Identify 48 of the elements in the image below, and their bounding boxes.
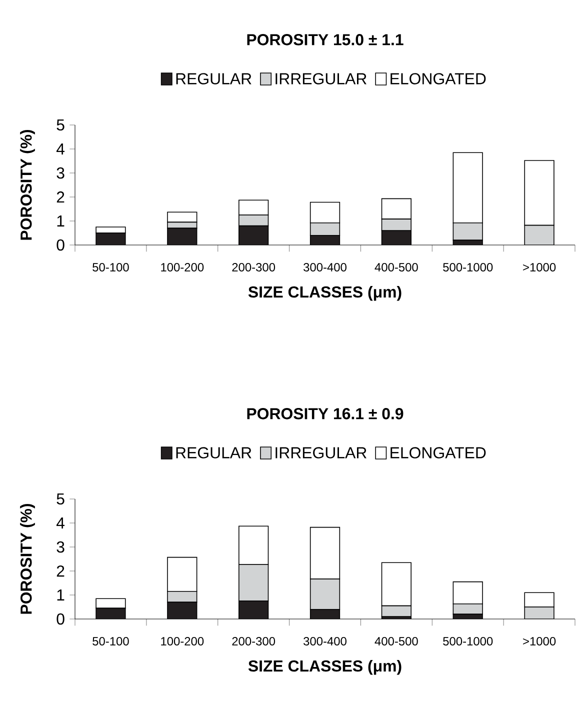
y-tick-label: 3 (56, 167, 64, 179)
x-tick-label: 50-100 (92, 263, 129, 272)
legend-label: IRREGULAR (276, 73, 366, 84)
y-tick-label: 1 (57, 590, 64, 600)
x-tick-label: >1000 (523, 263, 556, 272)
x-tick-label: 50-100 (92, 637, 129, 646)
y-tick-label: 0 (56, 613, 64, 625)
bar (238, 600, 269, 619)
bar (238, 214, 269, 226)
legend-label: ELONGATED (390, 73, 486, 84)
y-tick-label: 2 (56, 191, 64, 203)
y-tick-label: 4 (56, 144, 65, 154)
chart-title: POROSITY 15.0 ± 1.1 (247, 34, 404, 46)
y-axis-title: POROSITY (%) (20, 130, 35, 240)
y-tick-label: 0 (56, 239, 64, 251)
x-tick-label: 200-300 (232, 263, 276, 272)
bar (167, 602, 198, 619)
chart-title: POROSITY 16.1 ± 0.9 (247, 408, 404, 420)
y-tick-label: 1 (57, 216, 64, 226)
x-axis-title: SIZE CLASSES (μm) (248, 286, 402, 301)
x-tick-label: 400-500 (374, 637, 418, 646)
y-tick-label: 5 (56, 119, 64, 131)
x-tick-label: >1000 (523, 637, 556, 646)
legend-label: REGULAR (176, 447, 252, 458)
bar (238, 225, 269, 245)
y-tick-label: 2 (56, 565, 64, 577)
bar (310, 222, 340, 236)
x-tick-label: 100-200 (161, 637, 204, 646)
x-tick-label: 500-1000 (443, 637, 493, 646)
x-tick-label: 500-1000 (443, 263, 493, 272)
bar (524, 224, 554, 245)
legend-label: ELONGATED (390, 447, 486, 458)
bar (167, 228, 198, 245)
y-tick-label: 5 (56, 493, 64, 505)
x-axis-title: SIZE CLASSES (μm) (248, 660, 402, 675)
x-tick-label: 300-400 (304, 263, 346, 272)
bar (96, 608, 126, 619)
legend-label: REGULAR (176, 73, 252, 84)
y-tick-label: 3 (56, 541, 64, 553)
x-tick-label: 400-500 (374, 263, 418, 272)
y-tick-label: 4 (56, 518, 65, 528)
y-axis-title: POROSITY (%) (20, 504, 35, 614)
x-tick-label: 200-300 (232, 637, 276, 646)
x-tick-label: 100-200 (161, 263, 204, 272)
bar (381, 230, 412, 245)
x-tick-label: 300-400 (304, 637, 346, 646)
bar (452, 222, 483, 241)
legend-label: IRREGULAR (276, 447, 366, 458)
